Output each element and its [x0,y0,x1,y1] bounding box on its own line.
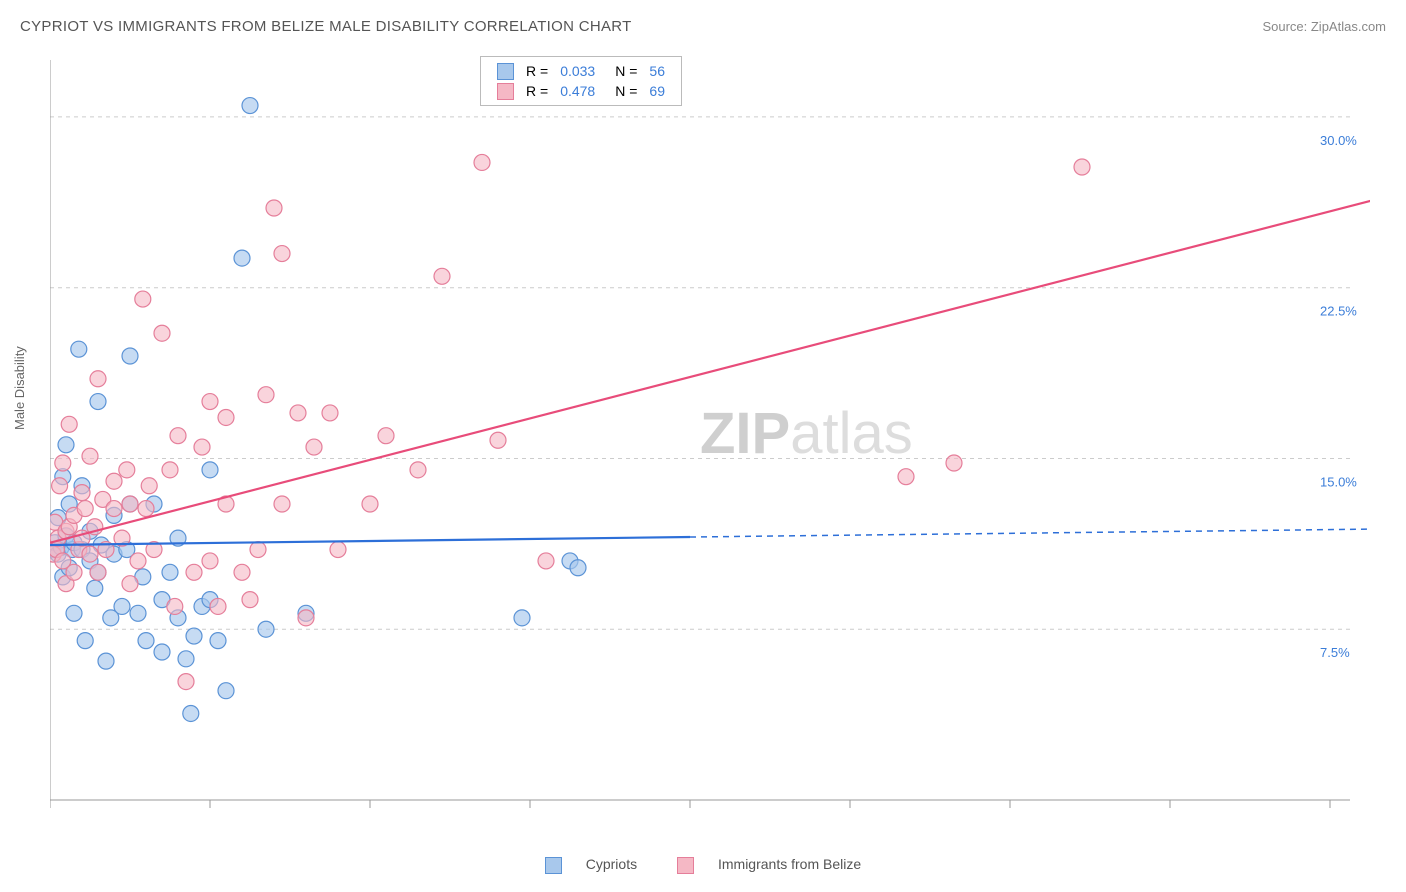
chart-area: 7.5%15.0%22.5%30.0%0.0%8.0% [50,50,1370,810]
legend-swatch [497,63,514,80]
y-axis-label: Male Disability [12,346,27,430]
legend-r-value: 0.478 [554,81,601,101]
legend-n-label: N = [601,81,643,101]
legend-n-value: 69 [643,81,671,101]
legend-label: Immigrants from Belize [718,856,861,872]
legend-item: Cypriots [535,856,647,872]
legend-r-value: 0.033 [554,61,601,81]
legend-swatch [497,83,514,100]
chart-source: Source: ZipAtlas.com [1262,19,1386,34]
svg-text:15.0%: 15.0% [1320,474,1357,489]
chart-header: CYPRIOT VS IMMIGRANTS FROM BELIZE MALE D… [20,18,1386,35]
legend-n-value: 56 [643,61,671,81]
scatter-plot: 7.5%15.0%22.5%30.0%0.0%8.0% [50,50,1370,810]
legend-n-label: N = [601,61,643,81]
legend-correlation: R =0.033N =56 R =0.478N =69 [480,56,682,106]
legend-series: Cypriots Immigrants from Belize [0,856,1406,874]
legend-label: Cypriots [586,856,637,872]
svg-text:22.5%: 22.5% [1320,304,1357,319]
legend-r-label: R = [520,61,554,81]
svg-text:7.5%: 7.5% [1320,645,1350,660]
legend-swatch [677,857,694,874]
legend-item: Immigrants from Belize [667,856,871,872]
chart-title: CYPRIOT VS IMMIGRANTS FROM BELIZE MALE D… [20,18,632,35]
legend-r-label: R = [520,81,554,101]
svg-text:30.0%: 30.0% [1320,133,1357,148]
legend-swatch [545,857,562,874]
